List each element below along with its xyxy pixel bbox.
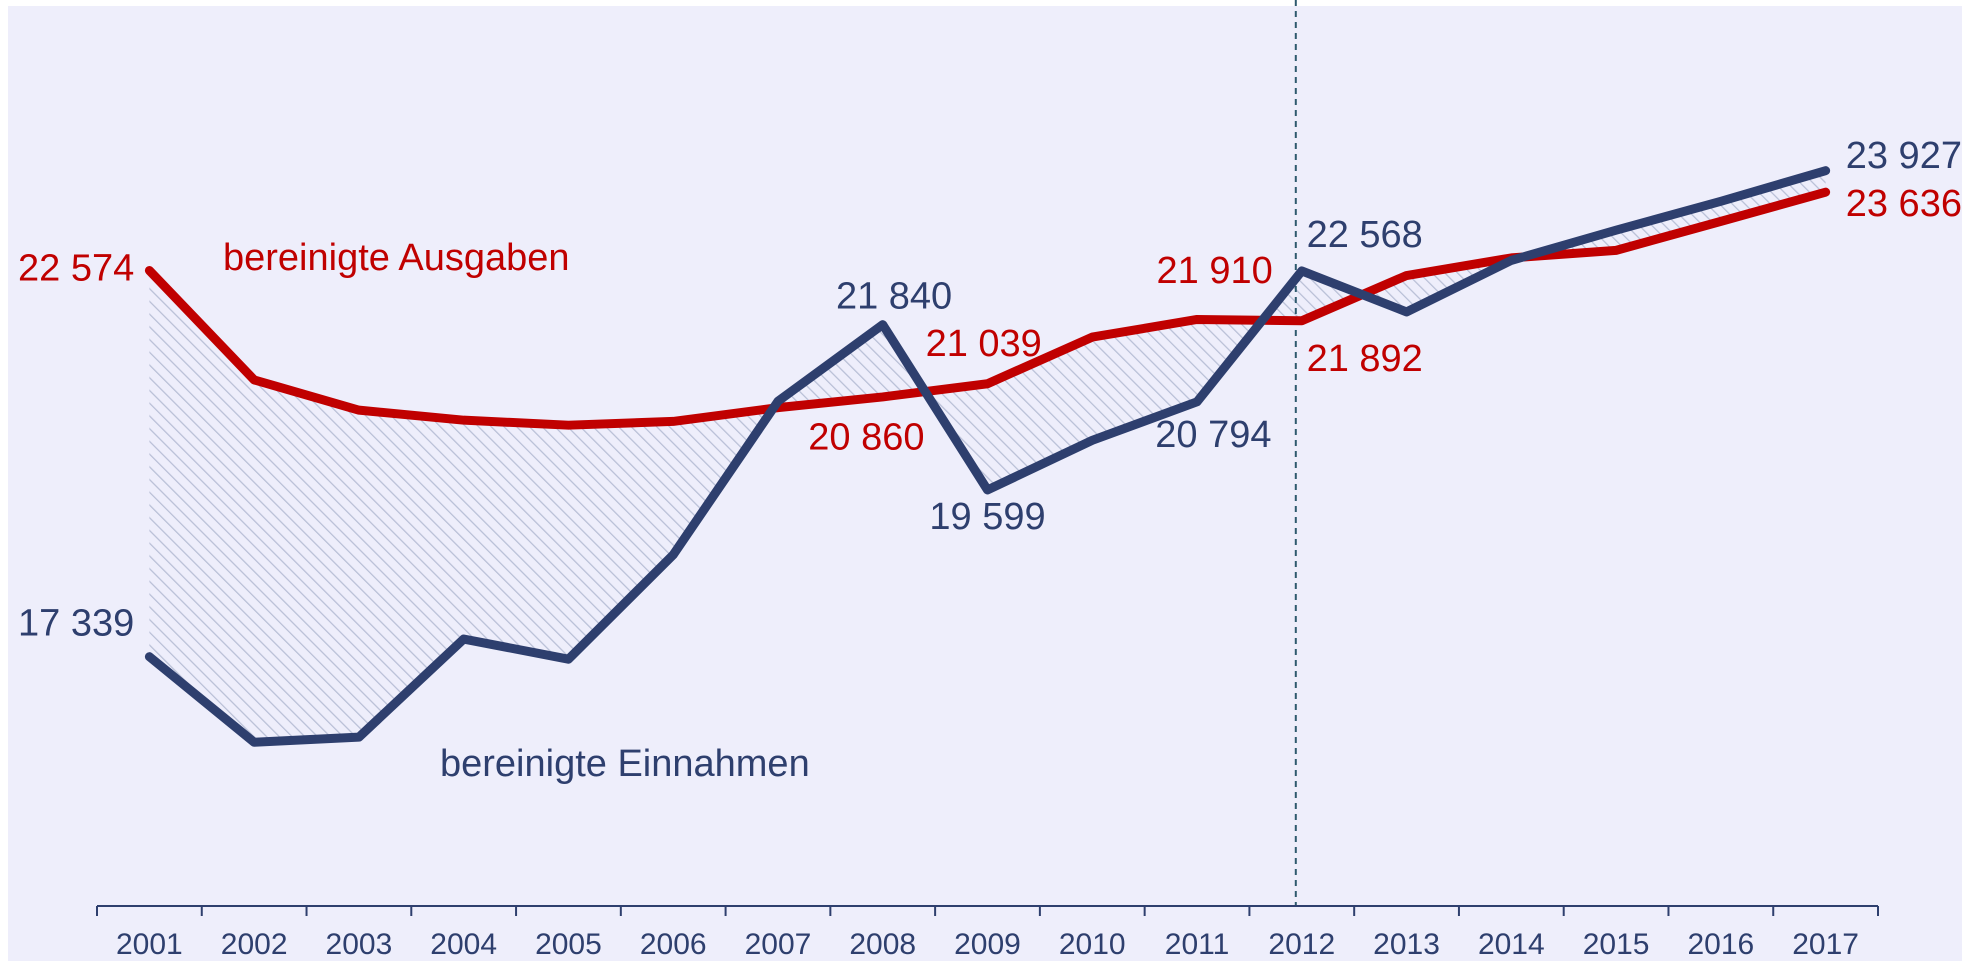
data-label: 23 636 (1846, 183, 1962, 225)
x-tick-label: 2015 (1583, 928, 1650, 961)
data-label: 21 892 (1307, 338, 1423, 380)
x-tick-label: 2005 (535, 928, 602, 961)
x-tick-label: 2010 (1059, 928, 1126, 961)
x-tick-label: 2007 (745, 928, 812, 961)
x-tick-label: 2014 (1478, 928, 1545, 961)
x-tick-label: 2003 (326, 928, 393, 961)
x-tick-label: 2008 (849, 928, 916, 961)
x-tick-label: 2011 (1165, 928, 1230, 961)
x-tick-label: 2006 (640, 928, 707, 961)
data-label: 22 568 (1307, 214, 1423, 256)
x-tick-label: 2012 (1268, 928, 1335, 961)
line-1 (144, 166, 1831, 747)
line-0 (144, 187, 1831, 430)
x-tick-label: 2017 (1792, 928, 1859, 961)
gap-area-layer (149, 170, 1826, 743)
data-label: 21 910 (1157, 250, 1273, 292)
x-tick-label: 2016 (1687, 928, 1754, 961)
data-label: 22 574 (18, 248, 134, 290)
x-tick-label: 2013 (1373, 928, 1440, 961)
series-label: bereinigte Ausgaben (223, 237, 570, 279)
data-label: 23 927 (1846, 135, 1962, 177)
x-tick-label: 2004 (430, 928, 497, 961)
x-tick-label: 2009 (954, 928, 1021, 961)
x-tick-label: 2001 (116, 928, 183, 961)
data-label: 21 039 (926, 323, 1042, 365)
data-label: 20 794 (1155, 414, 1271, 456)
data-label: 20 860 (808, 417, 924, 459)
gap-area (149, 170, 1826, 743)
data-label: 19 599 (929, 496, 1045, 538)
data-label: 17 339 (18, 602, 134, 644)
data-label: 21 840 (836, 275, 952, 317)
series-label: bereinigte Einnahmen (440, 743, 810, 785)
x-tick-label: 2002 (221, 928, 288, 961)
